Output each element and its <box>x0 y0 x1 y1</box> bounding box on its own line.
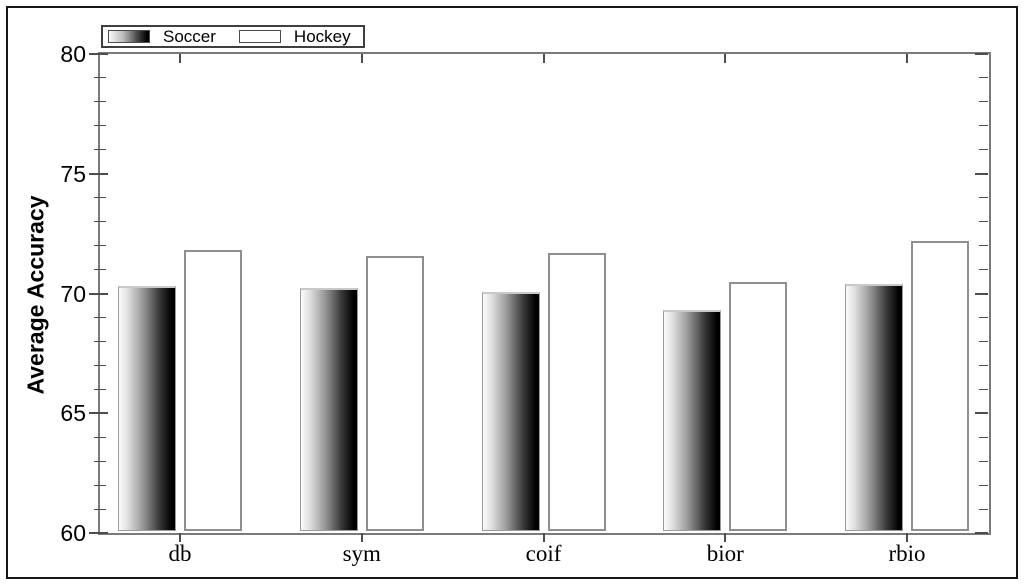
y-major-tick-left <box>89 53 108 55</box>
x-category-tick-bottom <box>360 533 363 542</box>
y-major-tick-left <box>89 172 108 175</box>
y-minor-tick-right <box>979 508 988 510</box>
y-major-tick-right <box>975 292 988 295</box>
y-minor-tick-left <box>94 149 106 151</box>
bar-soccer-db <box>118 286 176 531</box>
bar-soccer-coif <box>481 292 540 531</box>
y-minor-tick-left <box>94 269 106 271</box>
legend-label-hockey: Hockey <box>293 26 351 46</box>
y-axis-title: Average Accuracy <box>22 195 49 395</box>
y-minor-tick-right <box>979 125 988 127</box>
y-tick-label: 75 <box>60 160 86 187</box>
y-minor-tick-right <box>979 316 988 318</box>
bar-hockey-rbio <box>911 240 969 531</box>
bar-hockey-db <box>184 250 242 531</box>
y-minor-tick-left <box>94 221 106 223</box>
y-minor-tick-left <box>94 508 106 510</box>
x-tick-label: rbio <box>888 541 926 566</box>
y-minor-tick-left <box>94 316 106 318</box>
x-category-tick-top <box>724 54 727 63</box>
y-minor-tick-right <box>979 364 988 366</box>
y-minor-tick-left <box>94 340 106 342</box>
x-category-tick-bottom <box>724 533 727 542</box>
x-category-tick-bottom <box>179 533 181 542</box>
y-major-tick-left <box>89 412 108 415</box>
y-minor-tick-right <box>979 197 988 199</box>
y-major-tick-left <box>89 532 108 534</box>
x-category-tick-bottom <box>906 533 908 542</box>
y-minor-tick-left <box>94 388 106 390</box>
y-tick-label: 70 <box>60 280 86 307</box>
y-minor-tick-left <box>94 197 106 199</box>
y-minor-tick-left <box>94 101 106 103</box>
bar-soccer-sym <box>299 287 358 531</box>
plot-area <box>98 52 991 535</box>
x-category-tick-top <box>360 54 363 63</box>
x-category-tick-top <box>179 54 181 63</box>
bar-hockey-coif <box>547 252 606 531</box>
legend-swatch-hockey <box>238 30 281 43</box>
y-tick-label: 65 <box>60 400 86 427</box>
y-minor-tick-left <box>94 77 106 79</box>
x-category-tick-top <box>906 54 908 63</box>
bar-hockey-bior <box>729 281 788 531</box>
y-minor-tick-left <box>94 484 106 486</box>
bar-soccer-rbio <box>845 283 903 531</box>
x-category-tick-bottom <box>542 533 545 542</box>
legend-label-soccer: Soccer <box>163 26 216 46</box>
legend: Soccer Hockey <box>101 25 365 48</box>
y-minor-tick-right <box>979 77 988 79</box>
y-minor-tick-left <box>94 125 106 127</box>
y-minor-tick-right <box>979 484 988 486</box>
bar-soccer-bior <box>663 310 722 531</box>
y-major-tick-right <box>975 412 988 415</box>
y-tick-label: 80 <box>60 41 86 67</box>
bar-hockey-sym <box>365 256 424 531</box>
x-category-tick-top <box>542 54 545 63</box>
y-minor-tick-left <box>94 436 106 438</box>
legend-swatch-soccer <box>108 30 150 43</box>
y-major-tick-right <box>975 172 988 175</box>
x-tick-label: sym <box>342 541 381 566</box>
x-tick-label: coif <box>525 541 562 566</box>
y-minor-tick-left <box>94 245 106 247</box>
y-minor-tick-right <box>979 245 988 247</box>
y-minor-tick-right <box>979 388 988 390</box>
y-minor-tick-right <box>979 221 988 223</box>
y-major-tick-right <box>975 532 988 534</box>
y-tick-label: 60 <box>60 520 86 546</box>
y-major-tick-right <box>975 53 988 55</box>
y-minor-tick-left <box>94 460 106 462</box>
y-minor-tick-left <box>94 364 106 366</box>
y-minor-tick-right <box>979 340 988 342</box>
y-minor-tick-right <box>979 436 988 438</box>
y-minor-tick-right <box>979 149 988 151</box>
y-major-tick-left <box>89 292 108 295</box>
y-minor-tick-right <box>979 101 988 103</box>
y-minor-tick-right <box>979 269 988 271</box>
x-tick-label: bior <box>706 541 744 566</box>
y-minor-tick-right <box>979 460 988 462</box>
x-tick-label: db <box>168 541 192 566</box>
